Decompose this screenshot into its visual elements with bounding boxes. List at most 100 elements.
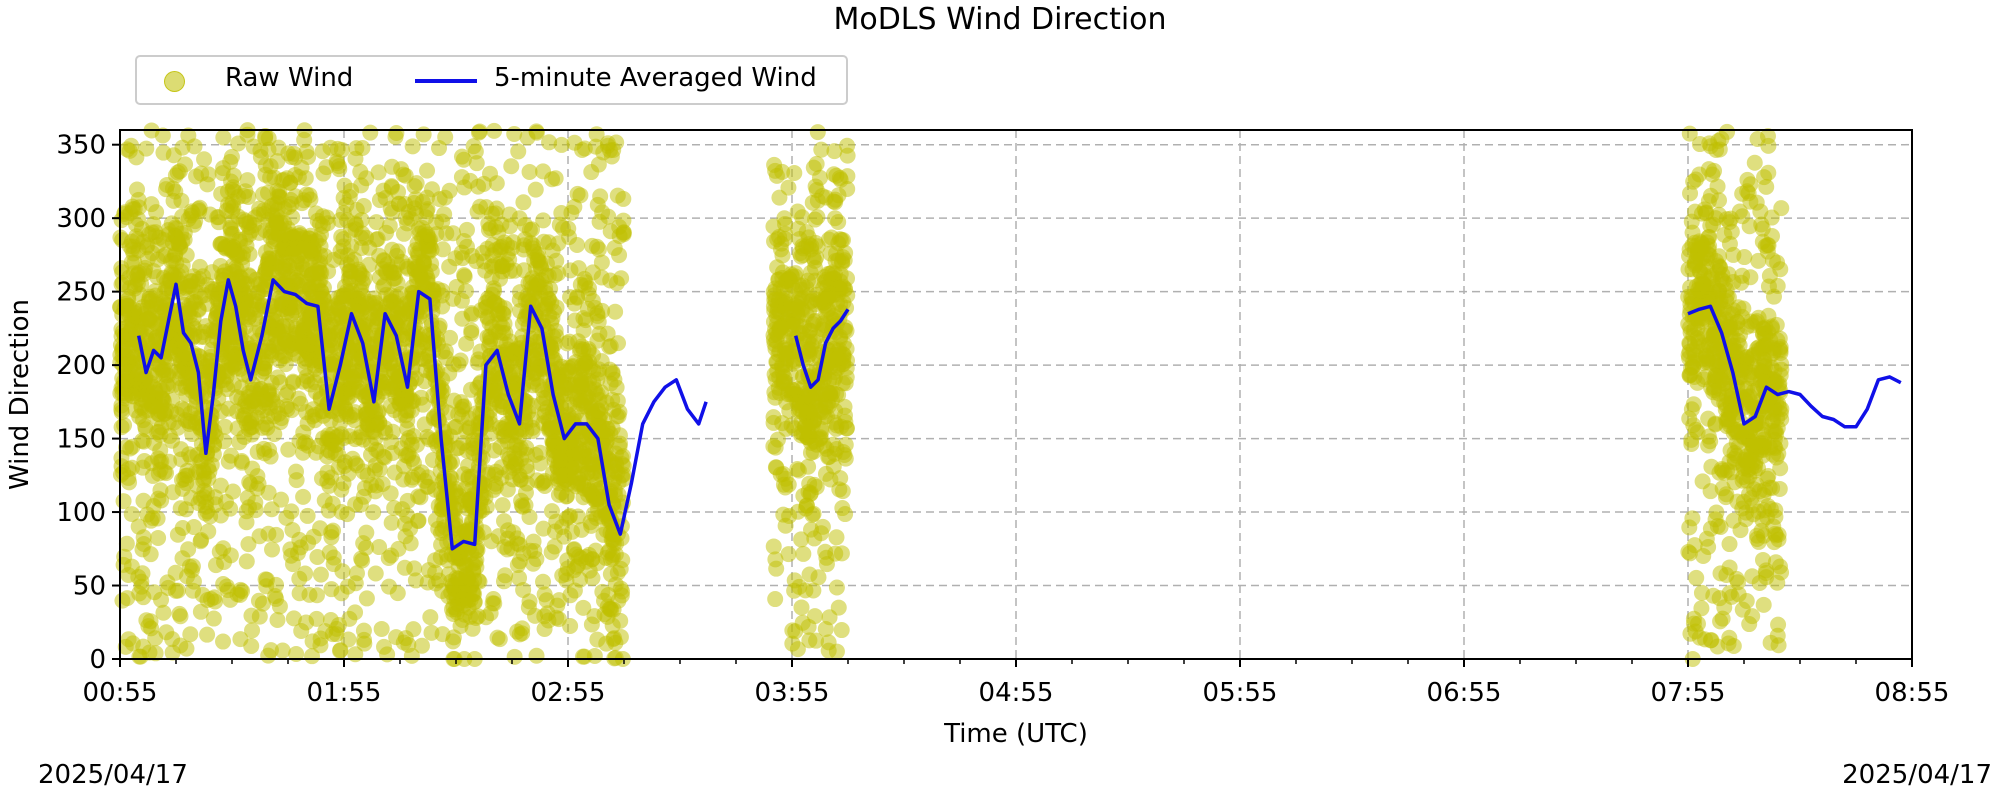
raw-wind-point <box>563 204 580 221</box>
raw-wind-point <box>415 126 432 143</box>
raw-wind-point <box>615 466 632 483</box>
raw-wind-point <box>386 464 403 481</box>
raw-wind-point <box>837 319 854 336</box>
raw-wind-point <box>810 569 827 586</box>
raw-wind-point <box>446 392 463 409</box>
raw-wind-point <box>370 164 387 181</box>
raw-wind-point <box>765 438 782 455</box>
raw-wind-point <box>1688 569 1705 586</box>
raw-wind-point <box>607 303 624 320</box>
raw-wind-point <box>390 195 407 212</box>
raw-wind-point <box>123 558 140 575</box>
raw-wind-point <box>241 384 258 401</box>
raw-wind-point <box>452 579 469 596</box>
raw-wind-point <box>220 400 237 417</box>
raw-wind-point <box>1729 313 1746 330</box>
raw-wind-point <box>240 311 257 328</box>
raw-wind-point <box>574 429 591 446</box>
raw-wind-point <box>178 640 195 657</box>
raw-wind-point <box>1769 574 1786 591</box>
raw-wind-point <box>608 379 625 396</box>
raw-wind-point <box>406 178 423 195</box>
raw-wind-point <box>182 366 199 383</box>
raw-wind-point <box>528 647 545 664</box>
raw-wind-point <box>1721 585 1738 602</box>
raw-wind-point <box>1722 210 1739 227</box>
raw-wind-point <box>389 585 406 602</box>
raw-wind-point <box>1711 353 1728 370</box>
raw-wind-point <box>332 642 349 659</box>
raw-wind-point <box>835 346 852 363</box>
raw-wind-point <box>494 325 511 342</box>
raw-wind-point <box>456 268 473 285</box>
raw-wind-point <box>612 435 629 452</box>
raw-wind-point <box>830 599 847 616</box>
raw-wind-point <box>330 459 347 476</box>
raw-wind-point <box>384 158 401 175</box>
raw-wind-point <box>442 428 459 445</box>
raw-wind-point <box>506 345 523 362</box>
raw-wind-point <box>165 332 182 349</box>
raw-wind-point <box>766 302 783 319</box>
raw-wind-point <box>506 648 523 665</box>
raw-wind-point <box>233 270 250 287</box>
raw-wind-point <box>412 331 429 348</box>
raw-wind-point <box>113 328 130 345</box>
raw-wind-point <box>458 335 475 352</box>
raw-wind-point <box>173 192 190 209</box>
raw-wind-point <box>1682 185 1699 202</box>
raw-wind-point <box>1700 538 1717 555</box>
raw-wind-point <box>186 138 203 155</box>
raw-wind-point <box>260 250 277 267</box>
raw-wind-point <box>381 217 398 234</box>
raw-wind-point <box>184 279 201 296</box>
raw-wind-point <box>383 514 400 531</box>
raw-wind-point <box>562 617 579 634</box>
raw-wind-point <box>413 637 430 654</box>
raw-wind-point <box>783 301 800 318</box>
raw-wind-point <box>835 294 852 311</box>
raw-wind-point <box>376 638 393 655</box>
raw-wind-point <box>295 444 312 461</box>
raw-wind-point <box>119 141 136 158</box>
raw-wind-point <box>183 449 200 466</box>
raw-wind-point <box>795 545 812 562</box>
raw-wind-point <box>823 229 840 246</box>
raw-wind-point <box>238 553 255 570</box>
raw-wind-point <box>775 476 792 493</box>
raw-wind-point <box>129 231 146 248</box>
raw-wind-point <box>314 143 331 160</box>
raw-wind-point <box>765 414 782 431</box>
raw-wind-point <box>830 214 847 231</box>
raw-wind-point <box>268 215 285 232</box>
raw-wind-point <box>274 642 291 659</box>
raw-wind-point <box>387 128 404 145</box>
raw-wind-point <box>280 198 297 215</box>
raw-wind-point <box>566 134 583 151</box>
raw-wind-point <box>435 487 452 504</box>
raw-wind-point <box>199 592 216 609</box>
raw-wind-point <box>503 158 520 175</box>
raw-wind-point <box>408 436 425 453</box>
raw-wind-point <box>418 203 435 220</box>
raw-wind-point <box>808 632 825 649</box>
raw-wind-point <box>124 459 141 476</box>
raw-wind-point <box>138 140 155 157</box>
raw-wind-point <box>419 226 436 243</box>
raw-wind-point <box>152 482 169 499</box>
raw-wind-point <box>547 170 564 187</box>
raw-wind-point <box>325 549 342 566</box>
raw-wind-point <box>1760 164 1777 181</box>
raw-wind-point <box>828 643 845 660</box>
raw-wind-point <box>271 289 288 306</box>
raw-wind-point <box>1740 486 1757 503</box>
raw-wind-point <box>365 504 382 521</box>
raw-wind-point <box>368 214 385 231</box>
raw-wind-point <box>283 148 300 165</box>
raw-wind-point <box>550 265 567 282</box>
raw-wind-point <box>373 620 390 637</box>
raw-wind-point <box>149 269 166 286</box>
raw-wind-point <box>318 159 335 176</box>
raw-wind-point <box>590 241 607 258</box>
raw-wind-point <box>215 633 232 650</box>
